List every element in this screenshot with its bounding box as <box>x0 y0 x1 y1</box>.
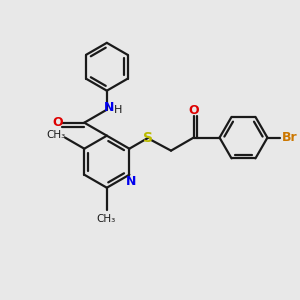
Text: CH₃: CH₃ <box>46 130 66 140</box>
Text: N: N <box>104 101 114 114</box>
Text: N: N <box>126 176 136 188</box>
Text: Br: Br <box>282 131 297 144</box>
Text: O: O <box>52 116 63 129</box>
Text: S: S <box>143 130 154 145</box>
Text: O: O <box>188 104 199 117</box>
Text: CH₃: CH₃ <box>96 214 115 224</box>
Text: H: H <box>114 105 123 115</box>
